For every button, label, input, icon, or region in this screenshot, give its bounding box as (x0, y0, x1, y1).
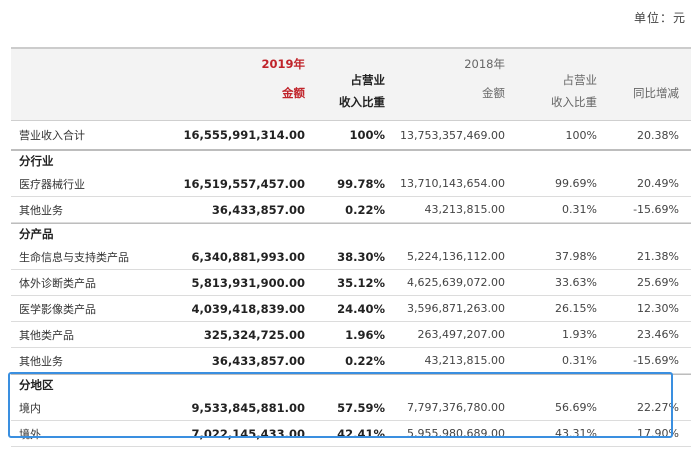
header-share-2018-line2: 收入比重 (551, 95, 597, 109)
table-row: 其他业务 36,433,857.00 0.22% 43,213,815.00 0… (11, 348, 691, 374)
row-label: 营业收入合计 (19, 129, 85, 142)
table-row: 其他业务 36,433,857.00 0.22% 43,213,815.00 0… (11, 197, 691, 223)
table-row: 生命信息与支持类产品 6,340,881,993.00 38.30% 5,224… (11, 244, 691, 270)
row-label: 医疗器械行业 (19, 177, 85, 191)
amount-2018: 5,224,136,112.00 (407, 250, 505, 263)
yoy-change: 22.27% (637, 401, 679, 414)
amount-2018: 5,955,980,689.00 (407, 427, 505, 440)
amount-2019: 36,433,857.00 (211, 353, 305, 368)
yoy-change: -15.69% (633, 203, 679, 216)
yoy-change: 20.49% (637, 177, 679, 190)
amount-2018: 3,596,871,263.00 (407, 302, 505, 315)
table-row: 境外 7,022,145,433.00 42.41% 5,955,980,689… (11, 421, 691, 447)
share-2019: 38.30% (337, 249, 385, 264)
amount-2018: 263,497,207.00 (417, 328, 505, 341)
share-2018: 0.31% (562, 354, 597, 367)
amount-2019: 325,324,725.00 (203, 327, 305, 342)
share-2018: 1.93% (562, 328, 597, 341)
table-header: 2019年 金额 占营业 收入比重 2018年 金额 占营业 收入比重 同比增减 (11, 47, 691, 121)
header-amount-2019: 金额 (282, 86, 305, 100)
share-2018: 99.69% (555, 177, 597, 190)
row-label: 其他业务 (19, 354, 63, 368)
table-row: 其他类产品 325,324,725.00 1.96% 263,497,207.0… (11, 322, 691, 348)
amount-2019: 5,813,931,900.00 (191, 275, 306, 290)
header-amount-2018: 金额 (482, 86, 505, 100)
table-row: 医疗器械行业 16,519,557,457.00 99.78% 13,710,1… (11, 171, 691, 197)
share-2019: 42.41% (337, 426, 385, 441)
amount-2019: 9,533,845,881.00 (191, 400, 306, 415)
section-title: 分产品 (19, 227, 54, 241)
share-2019: 0.22% (345, 202, 385, 217)
share-2018: 33.63% (555, 276, 597, 289)
row-label: 生命信息与支持类产品 (19, 250, 129, 264)
row-label: 其他类产品 (19, 328, 74, 342)
share-2018: 0.31% (562, 203, 597, 216)
amount-2019: 36,433,857.00 (211, 202, 305, 217)
amount-2018: 13,710,143,654.00 (400, 177, 505, 190)
header-year-2019: 2019年 (261, 57, 305, 71)
share-2019: 57.59% (337, 400, 385, 415)
header-share-2018-line1: 占营业 (562, 73, 598, 87)
yoy-change: 23.46% (637, 328, 679, 341)
amount-2019: 16,519,557,457.00 (183, 176, 306, 191)
amount-2018: 43,213,815.00 (424, 354, 505, 367)
table-row: 体外诊断类产品 5,813,931,900.00 35.12% 4,625,63… (11, 270, 691, 296)
share-2019: 99.78% (337, 176, 385, 191)
table-row: 医学影像类产品 4,039,418,839.00 24.40% 3,596,87… (11, 296, 691, 322)
row-label: 医学影像类产品 (19, 302, 96, 316)
share-2019: 35.12% (337, 275, 385, 290)
yoy-change: 25.69% (637, 276, 679, 289)
share-2018: 56.69% (555, 401, 597, 414)
unit-label: 单位：元 (633, 11, 686, 25)
amount-2018: 43,213,815.00 (424, 203, 505, 216)
amount-2018: 13,753,357,469.00 (400, 128, 505, 142)
section-title: 分地区 (19, 378, 54, 392)
header-yoy: 同比增减 (633, 86, 679, 100)
amount-2018: 7,797,376,780.00 (407, 401, 505, 414)
amount-2019: 16,555,991,314.00 (183, 128, 306, 142)
share-2018: 26.15% (555, 302, 597, 315)
yoy-change: 12.30% (637, 302, 679, 315)
amount-2019: 7,022,145,433.00 (191, 426, 306, 441)
section-heading-region: 分地区 (11, 374, 691, 395)
yoy-change: -15.69% (633, 354, 679, 367)
amount-2019: 6,340,881,993.00 (191, 249, 306, 264)
share-2019: 1.96% (345, 327, 385, 342)
yoy-change: 21.38% (637, 250, 679, 263)
header-share-2019-line2: 收入比重 (339, 95, 385, 109)
amount-2019: 4,039,418,839.00 (191, 301, 306, 316)
table-row: 境内 9,533,845,881.00 57.59% 7,797,376,780… (11, 395, 691, 421)
revenue-table: 2019年 金额 占营业 收入比重 2018年 金额 占营业 收入比重 同比增减… (11, 47, 691, 447)
section-heading-product: 分产品 (11, 223, 691, 244)
share-2018: 100% (565, 128, 597, 142)
share-2019: 24.40% (337, 301, 385, 316)
row-label: 体外诊断类产品 (19, 276, 96, 290)
share-2019: 0.22% (345, 353, 385, 368)
share-2018: 43.31% (555, 427, 597, 440)
share-2018: 37.98% (555, 250, 597, 263)
section-title: 分行业 (19, 154, 54, 168)
amount-2018: 4,625,639,072.00 (407, 276, 505, 289)
row-label: 境内 (19, 401, 41, 415)
total-row: 营业收入合计 16,555,991,314.00 100% 13,753,357… (11, 121, 691, 150)
row-label: 境外 (19, 427, 41, 441)
section-heading-industry: 分行业 (11, 150, 691, 171)
row-label: 其他业务 (19, 203, 63, 217)
share-2019: 100% (349, 128, 385, 142)
yoy-change: 17.90% (637, 427, 679, 440)
header-share-2019-line1: 占营业 (350, 73, 386, 87)
yoy-change: 20.38% (637, 128, 679, 142)
header-year-2018: 2018年 (464, 57, 505, 71)
